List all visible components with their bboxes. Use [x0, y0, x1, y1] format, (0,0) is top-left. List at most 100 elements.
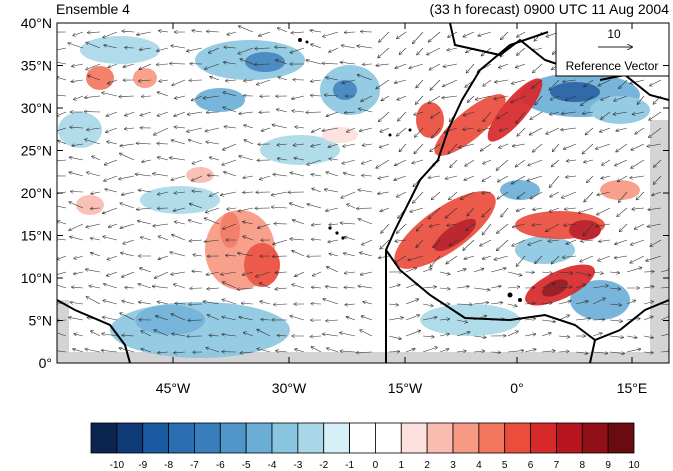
wind-arrow — [205, 127, 220, 131]
wind-arrow — [417, 47, 424, 55]
wind-arrow — [575, 271, 591, 275]
wind-arrow — [561, 127, 577, 130]
wind-arrow — [388, 318, 403, 321]
wind-arrow — [433, 239, 441, 247]
wind-arrow — [592, 286, 608, 289]
wind-arrow — [598, 255, 611, 261]
wind-arrow — [360, 271, 373, 275]
wind-arrow — [578, 207, 594, 213]
wind-arrow — [240, 352, 254, 353]
wind-arrow — [224, 172, 237, 177]
wind-arrow — [467, 207, 475, 216]
wind-arrow — [408, 255, 424, 260]
wind-arrow — [271, 191, 288, 195]
wind-arrow — [140, 48, 152, 50]
wind-arrow — [551, 255, 560, 264]
wind-arrow — [541, 320, 555, 322]
wind-arrow — [171, 271, 186, 274]
wind-arrow — [380, 239, 390, 249]
wind-arrow — [601, 175, 611, 178]
wind-arrow — [465, 159, 475, 166]
wind-arrow — [397, 95, 407, 100]
wind-arrow — [329, 47, 339, 52]
wind-arrow — [356, 352, 373, 353]
wind-arrow — [241, 303, 254, 304]
wind-arrow — [650, 239, 662, 246]
wind-arrow — [483, 79, 492, 86]
wind-arrow — [511, 175, 526, 184]
wind-arrow — [405, 331, 420, 337]
land-mask-east — [650, 120, 669, 363]
wind-arrow — [174, 284, 186, 289]
wind-arrow — [360, 330, 373, 337]
wind-arrow — [123, 239, 135, 244]
wind-arrow — [524, 303, 535, 304]
wind-arrow — [597, 191, 611, 195]
wind-arrow — [311, 224, 322, 225]
wind-arrow — [395, 159, 407, 166]
wind-arrow — [207, 288, 220, 289]
wind-arrow — [255, 48, 271, 49]
wind-arrow — [601, 95, 611, 100]
wind-arrow — [473, 302, 488, 304]
wind-arrow — [328, 239, 339, 242]
wind-arrow — [615, 239, 628, 244]
wind-arrow — [326, 286, 339, 288]
wind-arrow — [70, 302, 84, 304]
colorbar-swatch — [452, 422, 480, 454]
wind-arrow — [139, 302, 152, 305]
wind-arrow — [239, 156, 254, 161]
wind-arrow — [108, 79, 118, 84]
reference-vector-legend: 10 Reference Vector — [555, 22, 670, 77]
wind-arrow — [86, 297, 101, 305]
wind-arrow — [381, 95, 390, 101]
colorbar-tick-label: -9 — [138, 460, 147, 471]
wind-arrow — [340, 351, 356, 352]
wind-arrow — [277, 335, 288, 336]
wind-arrow — [630, 239, 645, 245]
wind-arrow — [135, 174, 152, 177]
wind-arrow — [257, 79, 271, 85]
colorbar-tick-label: 8 — [580, 460, 586, 471]
wind-arrow — [422, 336, 434, 337]
wind-arrow — [399, 47, 407, 54]
colorbar-tick-label: -3 — [293, 460, 302, 471]
wind-arrow — [413, 31, 424, 43]
wind-arrow — [490, 268, 506, 273]
wind-arrow — [156, 316, 169, 321]
wind-arrow — [105, 189, 118, 193]
wind-arrow — [209, 335, 220, 336]
wind-arrow — [463, 128, 475, 130]
wind-arrow — [362, 64, 373, 65]
wind-arrow — [312, 239, 322, 240]
wind-arrow — [445, 175, 458, 179]
colorbar-swatch — [426, 422, 454, 454]
wind-arrow — [530, 191, 543, 199]
wind-arrow — [379, 111, 390, 121]
wind-arrow — [649, 111, 662, 120]
wind-arrow — [647, 143, 662, 146]
wind-arrow — [102, 317, 118, 321]
wind-arrow — [204, 240, 220, 242]
wind-arrow — [507, 303, 517, 306]
wind-arrow — [631, 159, 645, 168]
wind-arrow — [359, 109, 373, 113]
wind-arrow — [548, 240, 560, 241]
wind-arrow — [626, 349, 641, 353]
colorbar-tick-label: 10 — [628, 460, 640, 471]
wind-arrow — [310, 80, 322, 81]
wind-arrow — [614, 95, 628, 101]
wind-arrow — [174, 111, 186, 116]
wind-arrow — [86, 269, 101, 273]
wind-arrow — [632, 208, 645, 209]
wind-arrow — [103, 300, 118, 305]
wind-arrow — [614, 255, 628, 258]
wind-arrow — [329, 159, 339, 160]
wind-arrow — [397, 127, 407, 136]
wind-arrow — [153, 174, 169, 177]
islands — [298, 38, 522, 302]
wind-arrow — [362, 239, 373, 245]
lat-tick-label: 15°N — [21, 228, 52, 244]
wind-arrow — [329, 224, 339, 225]
wind-arrow — [563, 143, 577, 149]
